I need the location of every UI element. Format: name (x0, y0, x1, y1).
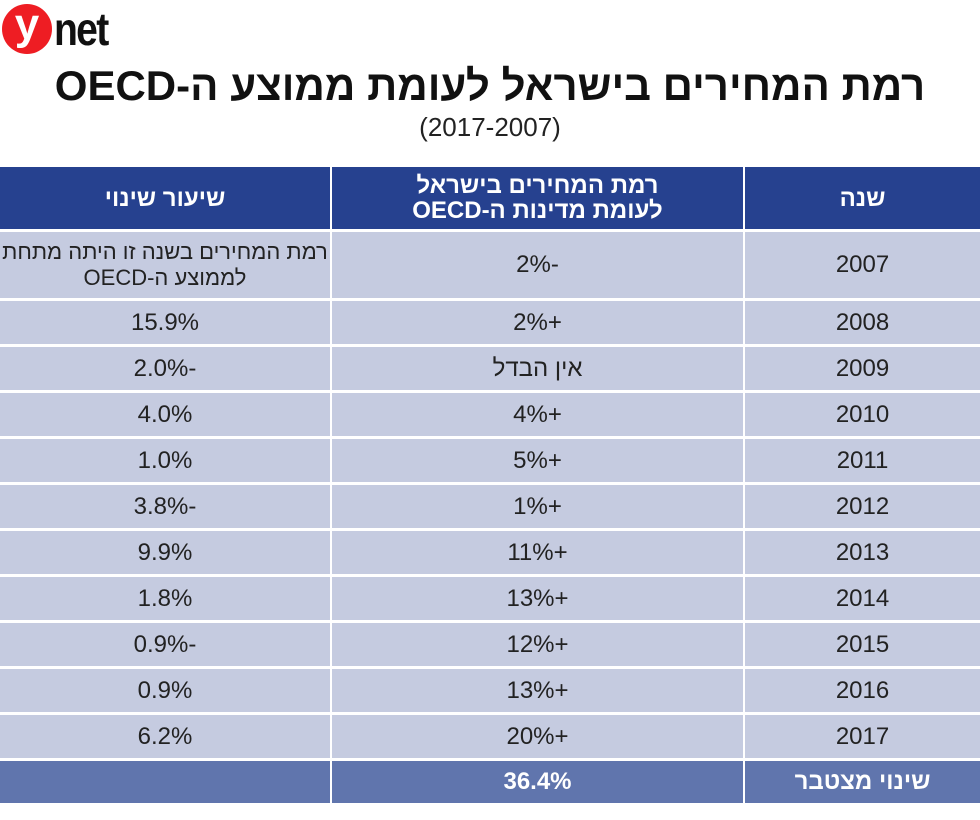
change-rate-cell: -2.0% (0, 347, 330, 390)
year-cell: 2015 (745, 623, 980, 666)
price-level-cell: +13% (332, 669, 743, 712)
page-title: רמת המחירים בישראל לעומת ממוצע ה-OECD (54, 62, 926, 109)
year-cell: 2017 (745, 715, 980, 758)
footer-empty (0, 761, 330, 803)
change-rate-cell: 0.9% (0, 669, 330, 712)
change-rate-cell: 1.8% (0, 577, 330, 620)
header-price-level: רמת המחירים בישראל לעומת מדינות ה-OECD (332, 167, 743, 229)
price-level-cell: +5% (332, 439, 743, 482)
year-cell: 2016 (745, 669, 980, 712)
price-table: שנה רמת המחירים בישראל לעומת מדינות ה-OE… (0, 167, 980, 803)
year-cell: 2007 (745, 232, 980, 298)
footer-label: שינוי מצטבר (745, 761, 980, 803)
year-cell: 2009 (745, 347, 980, 390)
price-level-cell: +4% (332, 393, 743, 436)
price-level-cell: +2% (332, 301, 743, 344)
change-rate-cell: 6.2% (0, 715, 330, 758)
change-rate-cell: רמת המחירים בשנה זו היתה מתחת לממוצע ה-O… (0, 232, 330, 298)
price-level-cell: +12% (332, 623, 743, 666)
year-cell: 2014 (745, 577, 980, 620)
year-cell: 2011 (745, 439, 980, 482)
logo-net: net (54, 3, 109, 55)
change-rate-cell: 1.0% (0, 439, 330, 482)
price-level-cell: +13% (332, 577, 743, 620)
change-rate-cell: -0.9% (0, 623, 330, 666)
price-level-cell: -2% (332, 232, 743, 298)
change-rate-cell: -3.8% (0, 485, 330, 528)
year-cell: 2010 (745, 393, 980, 436)
change-rate-cell: 9.9% (0, 531, 330, 574)
price-level-cell: אין הבדל (332, 347, 743, 390)
footer-total: 36.4% (332, 761, 743, 803)
price-level-cell: +1% (332, 485, 743, 528)
ynet-logo: y net (2, 2, 117, 56)
header-change-rate: שיעור שינוי (0, 167, 330, 229)
change-rate-cell: 15.9% (0, 301, 330, 344)
page-subtitle: (2017-2007) (419, 112, 561, 142)
price-level-cell: +20% (332, 715, 743, 758)
year-cell: 2008 (745, 301, 980, 344)
logo-y: y (2, 3, 52, 54)
header-year: שנה (745, 167, 980, 229)
year-cell: 2012 (745, 485, 980, 528)
change-rate-cell: 4.0% (0, 393, 330, 436)
price-level-cell: +11% (332, 531, 743, 574)
year-cell: 2013 (745, 531, 980, 574)
